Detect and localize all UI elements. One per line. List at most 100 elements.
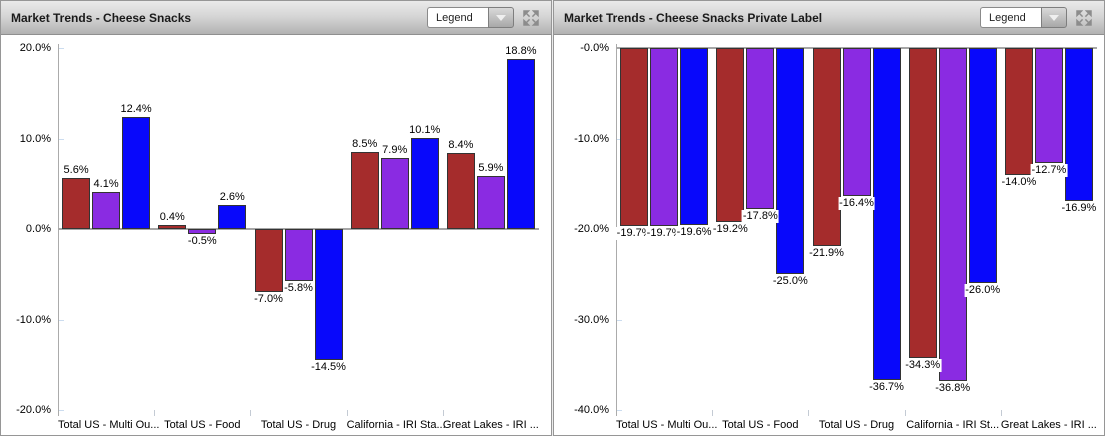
panel-title: Market Trends - Cheese Snacks — [11, 10, 192, 25]
y-axis-tick-label: -20.0% — [574, 223, 609, 235]
x-axis-group-tick — [712, 410, 714, 416]
bar-value-label: -5.8% — [283, 282, 314, 296]
bar-purple[interactable] — [746, 48, 775, 210]
bar-value-label: 8.5% — [351, 138, 379, 152]
bar-blue[interactable] — [680, 48, 709, 226]
bar-red[interactable] — [350, 152, 379, 229]
bar-value-label: -34.3% — [904, 359, 942, 373]
y-axis-tick-label: 10.0% — [19, 132, 51, 145]
panel-header: Market Trends - Cheese Snacks Legend — [1, 1, 551, 35]
bar-value-label: -16.9% — [1060, 201, 1098, 215]
bar-value-label: 7.9% — [381, 143, 409, 157]
bar-blue[interactable] — [968, 48, 997, 284]
x-axis-group-tick — [346, 410, 348, 416]
y-axis-tick-label: -40.0% — [574, 404, 609, 416]
y-axis-tick — [59, 410, 64, 411]
bar-purple[interactable] — [842, 48, 871, 197]
bar-value-label: -14.0% — [1000, 175, 1038, 189]
y-axis-tick — [617, 410, 622, 411]
bar-blue[interactable] — [776, 48, 805, 275]
bar-value-label: -17.8% — [741, 210, 779, 224]
panel-title: Market Trends - Cheese Snacks Private La… — [564, 10, 823, 25]
legend-dropdown[interactable]: Legend — [980, 7, 1067, 28]
bar-purple[interactable] — [650, 48, 679, 227]
bar-value-label: -36.7% — [868, 381, 905, 395]
legend-dropdown[interactable]: Legend — [427, 7, 514, 28]
x-axis-group-tick — [442, 410, 444, 416]
bar-red[interactable] — [908, 48, 937, 359]
bar-value-label: 2.6% — [218, 191, 246, 205]
bar-red[interactable] — [158, 225, 187, 229]
y-axis-tick — [59, 319, 64, 321]
bar-purple[interactable] — [476, 175, 505, 229]
x-axis-label: California - IRI St... — [906, 419, 1000, 431]
bar-value-label: -19.6% — [675, 226, 713, 240]
bar-blue[interactable] — [218, 205, 247, 229]
y-axis-tick-label: -10.0% — [574, 132, 609, 145]
bar-purple[interactable] — [188, 229, 217, 234]
bar-red[interactable] — [62, 178, 91, 229]
chart-panel-right: Market Trends - Cheese Snacks Private La… — [553, 0, 1105, 436]
y-axis-tick — [59, 138, 64, 140]
bar-blue[interactable] — [122, 116, 151, 229]
y-axis-tick-label: -20.0% — [16, 404, 51, 416]
bar-red[interactable] — [446, 152, 475, 229]
bar-value-label: -14.5% — [310, 361, 347, 375]
bar-value-label: -25.0% — [771, 275, 809, 289]
bar-blue[interactable] — [410, 137, 439, 229]
y-axis-tick — [617, 319, 622, 321]
bar-value-label: 10.1% — [408, 123, 442, 137]
y-axis-tick-label: -10.0% — [16, 313, 51, 326]
bar-value-label: -7.0% — [253, 293, 284, 307]
x-axis-label: Total US - Multi Ou... — [616, 419, 718, 431]
legend-dropdown-arrow-button[interactable] — [488, 7, 514, 28]
bar-blue[interactable] — [506, 58, 535, 229]
bar-value-label: 8.4% — [447, 138, 475, 152]
y-axis-tick-label: 0.0% — [25, 223, 51, 235]
bar-purple[interactable] — [380, 157, 409, 229]
bar-value-label: -26.0% — [964, 284, 1002, 298]
bar-red[interactable] — [1004, 48, 1033, 175]
legend-dropdown-label[interactable]: Legend — [980, 7, 1041, 28]
y-axis-tick-label: 20.0% — [19, 42, 51, 54]
x-axis-label: Total US - Food — [164, 419, 241, 431]
bar-red[interactable] — [254, 229, 283, 293]
bar-value-label: 0.4% — [158, 211, 186, 225]
legend-dropdown-arrow-button[interactable] — [1041, 7, 1067, 28]
bar-chart-cheese-snacks-private-label: -0.0% -10.0% -20.0% -30.0% -40.0% Total US - … — [554, 1, 1104, 435]
bar-blue[interactable] — [872, 48, 901, 381]
chart-panel-left: Market Trends - Cheese Snacks Legend 20.… — [0, 0, 552, 436]
expand-icon[interactable] — [522, 9, 539, 26]
x-axis-label: California - IRI Sta... — [346, 419, 446, 431]
chevron-down-icon — [496, 14, 506, 21]
bar-red[interactable] — [812, 48, 841, 247]
y-axis-tick — [617, 138, 622, 140]
bar-red[interactable] — [620, 48, 649, 227]
y-axis-tick-label: -0.0% — [580, 42, 609, 54]
x-axis-label: Total US - Drug — [818, 419, 895, 431]
expand-icon[interactable] — [1075, 9, 1092, 26]
bar-value-label: 18.8% — [504, 44, 538, 58]
x-axis-label: Great Lakes - IRI ... — [442, 419, 539, 431]
x-axis-label: Great Lakes - IRI ... — [1000, 419, 1097, 431]
bar-value-label: -0.5% — [186, 234, 218, 248]
y-axis-tick — [59, 48, 64, 49]
bar-purple[interactable] — [1034, 48, 1063, 163]
bar-blue[interactable] — [314, 229, 343, 361]
bar-purple[interactable] — [938, 48, 967, 382]
bar-red[interactable] — [716, 48, 745, 222]
bar-value-label: -19.7% — [645, 227, 683, 241]
y-axis-line — [58, 44, 59, 416]
header-tools: Legend — [427, 7, 551, 28]
x-axis-group-tick — [250, 410, 252, 416]
bar-value-label: 5.6% — [62, 164, 90, 178]
panel-header: Market Trends - Cheese Snacks Private La… — [554, 1, 1104, 35]
x-axis-group-tick — [154, 410, 156, 416]
bar-blue[interactable] — [1064, 48, 1093, 201]
legend-dropdown-label[interactable]: Legend — [427, 7, 488, 28]
bar-value-label: -36.8% — [934, 382, 972, 396]
bar-purple[interactable] — [284, 229, 313, 282]
x-axis-group-tick — [1000, 410, 1002, 416]
bar-purple[interactable] — [92, 191, 121, 229]
bar-value-label: 5.9% — [477, 161, 505, 175]
